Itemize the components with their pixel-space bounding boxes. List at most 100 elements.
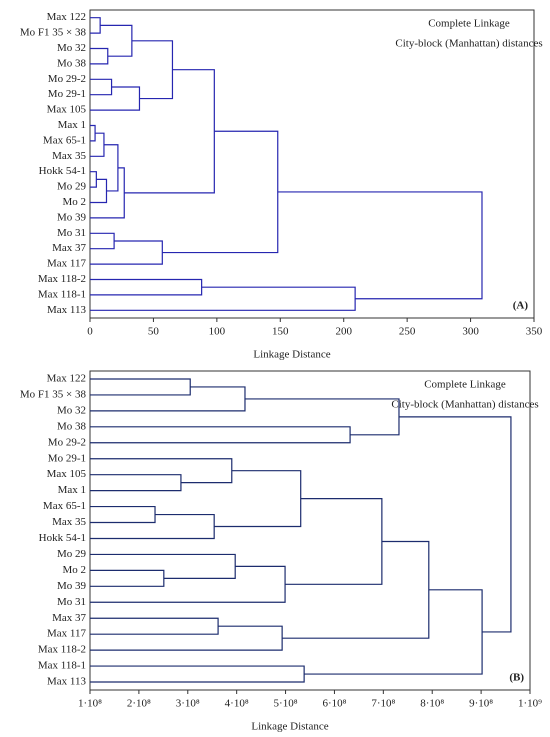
x-tick-label: 150 bbox=[272, 326, 289, 338]
link bbox=[90, 386, 246, 412]
leaf-label: Max 37 bbox=[52, 612, 86, 624]
x-tick-label: 7·10⁸ bbox=[371, 698, 395, 710]
leaf-label: Max 1 bbox=[58, 119, 86, 131]
leaf-label: Hokk 54-1 bbox=[39, 532, 86, 544]
leaf-label: Max 118-1 bbox=[38, 660, 86, 672]
x-tick-label: 9·10⁸ bbox=[469, 698, 493, 710]
link bbox=[90, 240, 163, 265]
link bbox=[90, 513, 215, 540]
chart-title: Complete Linkage bbox=[424, 379, 506, 391]
link bbox=[90, 17, 101, 34]
link bbox=[90, 665, 305, 683]
link bbox=[90, 474, 182, 492]
leaf-label: Mo F1 35 × 38 bbox=[20, 27, 87, 39]
leaf-label: Mo 39 bbox=[57, 580, 87, 592]
leaf-label: Mo F1 35 × 38 bbox=[20, 388, 87, 400]
link bbox=[90, 569, 165, 587]
leaf-label: Max 117 bbox=[47, 628, 87, 640]
link bbox=[90, 78, 113, 96]
leaf-label: Max 65-1 bbox=[43, 134, 86, 146]
leaf-label: Max 113 bbox=[47, 304, 87, 316]
x-tick-label: 50 bbox=[148, 326, 160, 338]
link bbox=[100, 24, 133, 57]
link bbox=[90, 132, 105, 157]
chart-title: Complete Linkage bbox=[428, 18, 510, 30]
leaf-label: Max 105 bbox=[47, 104, 87, 116]
leaf-label: Max 35 bbox=[52, 150, 86, 162]
leaf-label: Max 113 bbox=[47, 676, 87, 688]
x-tick-label: 250 bbox=[399, 326, 416, 338]
link bbox=[90, 625, 283, 651]
x-tick-label: 6·10⁸ bbox=[322, 698, 346, 710]
leaf-label: Max 65-1 bbox=[43, 500, 86, 512]
leaf-label: Mo 29-1 bbox=[48, 88, 86, 100]
leaf-label: Mo 32 bbox=[57, 404, 86, 416]
leaf-label: Mo 29-2 bbox=[48, 436, 86, 448]
leaf-label: Max 122 bbox=[47, 373, 86, 385]
link bbox=[90, 378, 191, 396]
link bbox=[304, 589, 483, 675]
link bbox=[90, 167, 125, 219]
leaf-label: Mo 29 bbox=[57, 181, 87, 193]
link bbox=[90, 278, 203, 296]
leaf-label: Mo 29-1 bbox=[48, 452, 86, 464]
leaf-label: Max 118-1 bbox=[38, 288, 86, 300]
leaf-label: Max 35 bbox=[52, 516, 86, 528]
chart-subtitle: City-block (Manhattan) distances bbox=[395, 38, 542, 50]
x-tick-label: 1·10⁸ bbox=[78, 698, 102, 710]
link bbox=[90, 86, 141, 111]
leaf-label: Max 37 bbox=[52, 242, 86, 254]
link bbox=[90, 47, 109, 65]
x-tick-label: 350 bbox=[526, 326, 543, 338]
leaf-label: Mo 38 bbox=[57, 420, 87, 432]
link bbox=[90, 565, 286, 603]
leaf-label: Mo 32 bbox=[57, 42, 86, 54]
x-tick-label: 300 bbox=[462, 326, 479, 338]
link bbox=[90, 553, 236, 579]
leaf-label: Mo 31 bbox=[57, 227, 86, 239]
x-axis-label: Linkage Distance bbox=[253, 349, 330, 361]
leaf-label: Max 118-2 bbox=[38, 644, 86, 656]
link bbox=[282, 540, 430, 639]
link bbox=[398, 416, 512, 633]
leaf-label: Max 122 bbox=[47, 11, 86, 23]
chart-subtitle: City-block (Manhattan) distances bbox=[391, 399, 538, 411]
x-tick-label: 200 bbox=[335, 326, 352, 338]
link bbox=[90, 505, 156, 524]
link bbox=[90, 171, 97, 188]
x-tick-label: 2·10⁸ bbox=[127, 698, 151, 710]
leaf-label: Mo 38 bbox=[57, 57, 87, 69]
x-axis-label: Linkage Distance bbox=[251, 721, 328, 733]
x-tick-label: 3·10⁸ bbox=[176, 698, 200, 710]
leaf-label: Hokk 54-1 bbox=[39, 165, 86, 177]
leaf-label: Max 117 bbox=[47, 258, 87, 270]
leaf-label: Mo 2 bbox=[62, 564, 86, 576]
x-tick-label: 5·10⁸ bbox=[274, 698, 298, 710]
leaf-label: Max 105 bbox=[47, 468, 87, 480]
link bbox=[285, 498, 383, 585]
link bbox=[90, 124, 96, 142]
x-tick-label: 8·10⁸ bbox=[420, 698, 444, 710]
leaf-label: Mo 39 bbox=[57, 211, 87, 223]
link bbox=[131, 40, 174, 100]
leaf-label: Mo 29 bbox=[57, 548, 87, 560]
link bbox=[90, 426, 351, 444]
link bbox=[162, 130, 279, 254]
x-tick-label: 4·10⁸ bbox=[225, 698, 249, 710]
plot-frame bbox=[89, 9, 535, 319]
panel-label: (A) bbox=[513, 300, 529, 312]
link bbox=[277, 191, 483, 300]
link bbox=[214, 470, 302, 528]
link bbox=[90, 617, 219, 635]
link bbox=[90, 232, 115, 250]
plot-frame bbox=[89, 370, 531, 691]
leaf-label: Mo 29-2 bbox=[48, 73, 86, 85]
link bbox=[90, 286, 356, 311]
leaf-label: Max 1 bbox=[58, 484, 86, 496]
link bbox=[90, 458, 233, 484]
link bbox=[124, 69, 215, 194]
leaf-label: Mo 2 bbox=[62, 196, 86, 208]
leaf-label: Max 118-2 bbox=[38, 273, 86, 285]
x-tick-label: 1·10⁹ bbox=[518, 698, 542, 710]
